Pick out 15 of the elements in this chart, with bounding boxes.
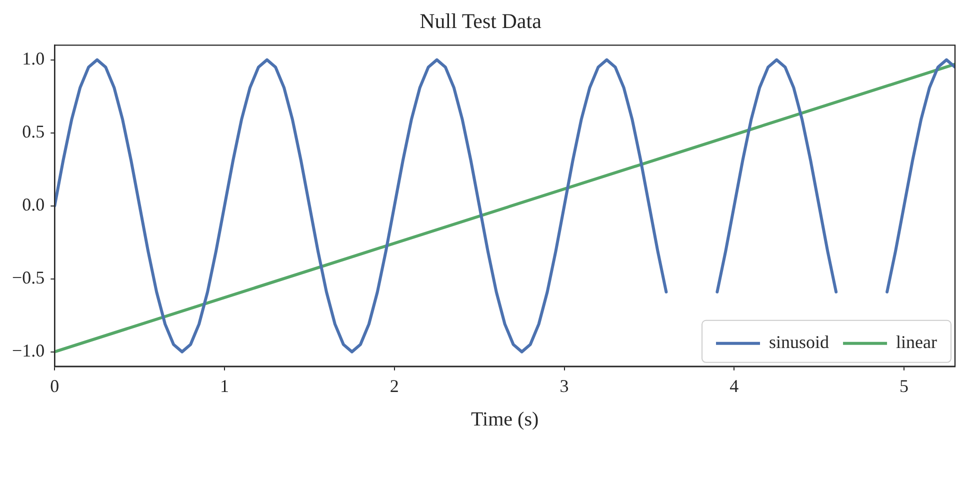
y-tick-label: 0.5 bbox=[22, 122, 45, 142]
x-tick-label: 2 bbox=[390, 376, 399, 396]
chart-title: Null Test Data bbox=[420, 9, 542, 34]
x-tick-label: 3 bbox=[560, 376, 569, 396]
x-tick-label: 0 bbox=[50, 376, 60, 396]
y-tick-label: −1.0 bbox=[12, 340, 45, 361]
y-tick-label: 0.0 bbox=[22, 194, 45, 215]
legend-label: sinusoid bbox=[769, 332, 830, 352]
x-tick-label: 4 bbox=[730, 376, 739, 396]
legend-label: linear bbox=[896, 332, 938, 352]
y-tick-label: −0.5 bbox=[12, 268, 45, 288]
x-axis-title: Time (s) bbox=[471, 408, 539, 430]
x-tick-label: 5 bbox=[900, 376, 909, 396]
y-tick-label: 1.0 bbox=[22, 48, 45, 69]
x-tick-label: 1 bbox=[220, 376, 230, 396]
